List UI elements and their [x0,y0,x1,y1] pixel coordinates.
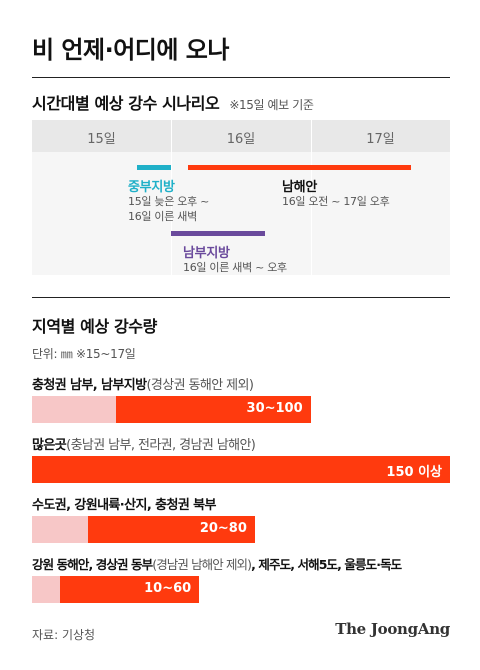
region-name-tail: , 제주도, 서해5도, 울릉도·독도 [251,557,402,572]
scenario-bar-central [136,165,172,170]
region-note: (경상권 동해안 제외) [146,378,254,393]
bar-range-segment: 10~60 [59,576,200,603]
region-label: 강원 동해안, 경상권 동부(경남권 남해안 제외), 제주도, 서해5도, 울… [32,554,402,573]
source-note: 자료: 기상청 [32,628,96,642]
scenario-region-southern: 남부지방 [183,246,230,261]
bar-value-label: 30~100 [246,401,303,416]
bar-value-label: 20~80 [199,521,247,536]
bar-min-segment [32,576,60,603]
bar-range-segment: 150 이상 [32,456,450,483]
bar-track: 10~60 [32,576,200,603]
day-header-16: 16일 [171,120,311,152]
section-divider [32,297,450,298]
day-label-15: 15일 [87,132,116,147]
region-label: 많은곳(충남권 남부, 전라권, 경남권 남해안) [32,434,256,453]
region-note: (충남권 남부, 전라권, 경남권 남해안) [66,438,256,453]
chart-heading: 지역별 예상 강수량 [32,317,157,336]
region-label: 수도권, 강원내륙·산지, 충청권 북부 [32,494,216,513]
scenario-bar-south-coast [188,165,411,170]
publisher-logo: The JoongAng [335,620,450,638]
region-name: 충청권 남부, 남부지방 [32,378,147,393]
bar-range-segment: 30~100 [115,396,311,423]
bar-min-segment [32,396,116,423]
bar-range-segment: 20~80 [87,516,255,543]
region-label: 충청권 남부, 남부지방(경상권 동해안 제외) [32,374,254,393]
timeline-body [32,152,450,275]
day-separator [171,120,172,275]
unit-note: 단위: ㎜ ※15~17일 [32,347,136,361]
bar-value-label: 10~60 [144,581,192,596]
bar-value-label: 150 이상 [386,465,442,480]
bar-min-segment [32,516,88,543]
page-title: 비 언제·어디에 오나 [32,36,229,64]
timeline-heading: 시간대별 예상 강수 시나리오 ※15일 예보 기준 [32,90,314,114]
scenario-time-south-coast: 16일 오전 ~ 17일 오후 [282,195,390,208]
day-header-15: 15일 [32,120,171,152]
timeline-note: ※15일 예보 기준 [229,98,314,112]
scenario-time-central-1: 15일 늦은 오후 ~ [128,195,210,208]
bar-track: 30~100 [32,396,311,423]
region-name: 수도권, 강원내륙·산지, 충청권 북부 [32,498,216,513]
scenario-region-south-coast: 남해안 [282,180,317,195]
timeline-heading-text: 시간대별 예상 강수 시나리오 [32,94,220,113]
scenario-region-central: 중부지방 [128,180,175,195]
day-label-16: 16일 [226,132,256,147]
scenario-bar-southern [171,231,265,236]
region-name: 강원 동해안, 경상권 동부 [32,557,153,572]
region-name: 많은곳 [32,438,67,453]
day-label-17: 17일 [366,132,395,147]
timeline-chart: 15일 16일 17일 중부지방 15일 늦은 오후 ~ 16일 이른 새벽 남… [32,120,450,275]
scenario-time-southern: 16일 이른 새벽 ~ 오후 [183,261,287,274]
region-note: (경남권 남해안 제외) [152,557,252,572]
scenario-time-central-2: 16일 이른 새벽 [128,210,197,223]
bar-track: 150 이상 [32,456,450,483]
bar-track: 20~80 [32,516,255,543]
day-separator [311,120,312,275]
title-divider [32,77,450,78]
day-header-17: 17일 [311,120,450,152]
